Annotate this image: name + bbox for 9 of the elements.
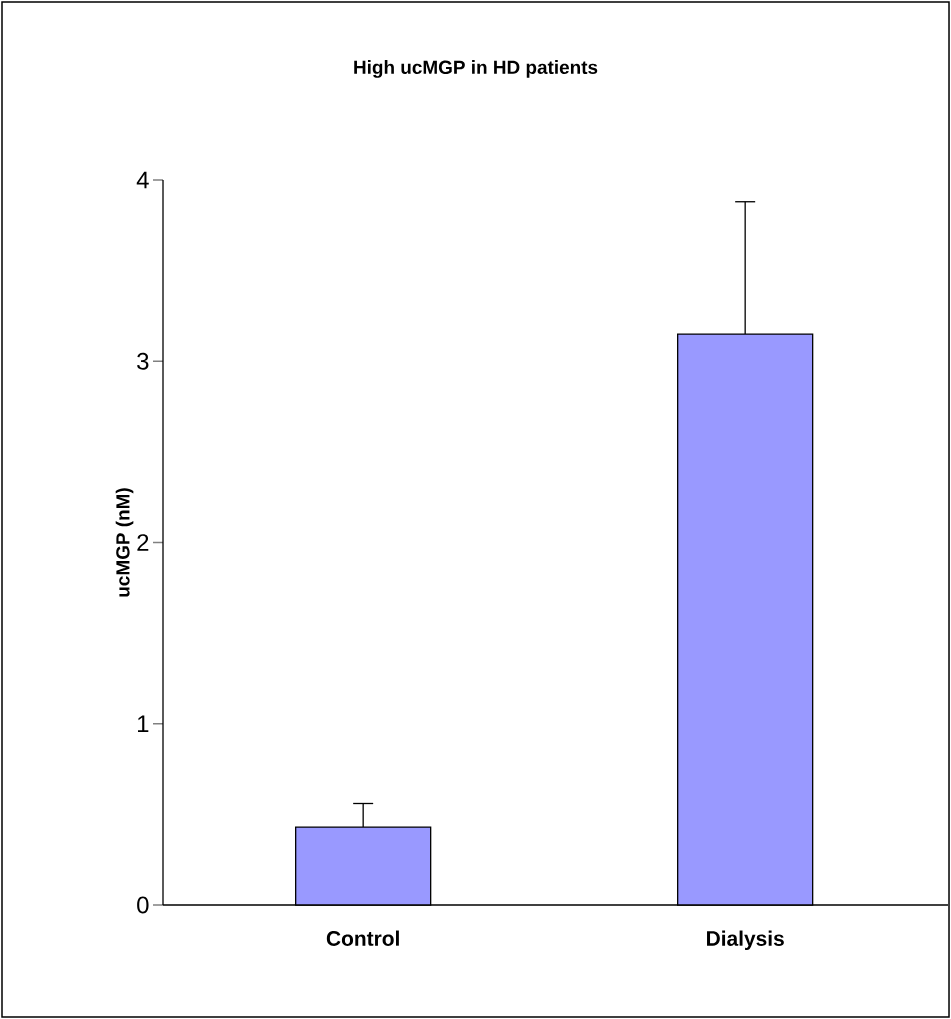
y-tick-label: 3 bbox=[137, 352, 149, 370]
y-tick-label: 4 bbox=[136, 171, 149, 189]
chart-title: High ucMGP in HD patients bbox=[354, 60, 598, 78]
y-tick-label: 2 bbox=[137, 534, 149, 551]
x-tick-label: Control bbox=[326, 930, 399, 946]
y-tick-label: 1 bbox=[138, 715, 149, 732]
y-tick-label: 0 bbox=[137, 896, 149, 914]
y-axis-title: ucMGP (nM) bbox=[115, 488, 134, 597]
x-tick-label: Dialysis bbox=[707, 930, 784, 951]
